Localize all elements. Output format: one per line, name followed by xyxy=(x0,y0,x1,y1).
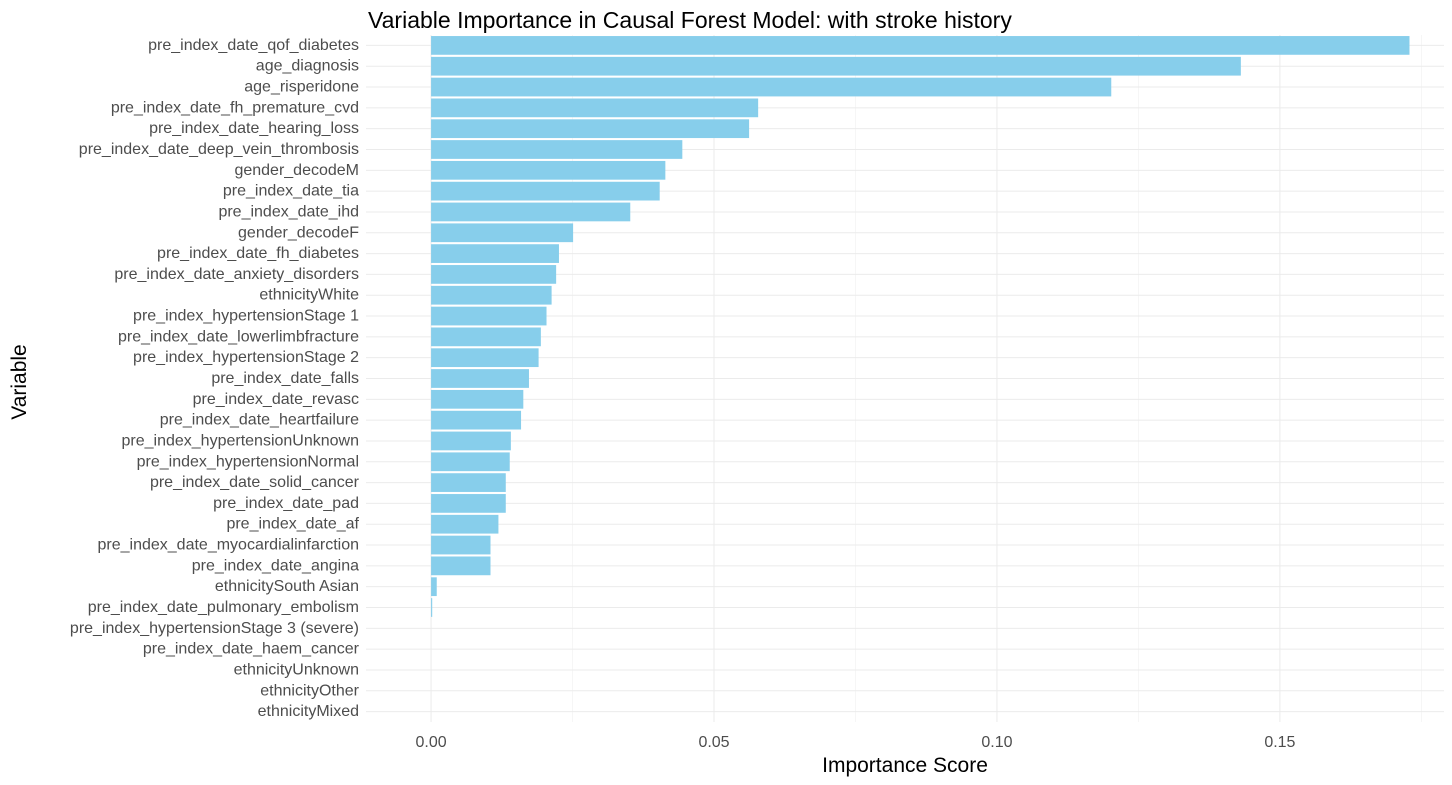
bar xyxy=(431,140,683,159)
y-tick-label: pre_index_hypertensionNormal xyxy=(137,453,359,470)
bar xyxy=(431,598,433,617)
bar xyxy=(431,535,491,555)
bar xyxy=(431,327,541,347)
y-axis-title: Variable xyxy=(8,344,31,420)
y-tick-label: ethnicityOther xyxy=(260,682,359,699)
y-tick-label: age_diagnosis xyxy=(256,58,359,75)
y-tick-label: pre_index_hypertensionUnknown xyxy=(122,432,360,449)
y-tick-label: pre_index_date_fh_diabetes xyxy=(157,245,359,262)
x-tick-label: 0.00 xyxy=(416,734,447,751)
bar xyxy=(431,494,506,513)
bar xyxy=(431,473,506,492)
y-tick-label: ethnicityUnknown xyxy=(234,661,359,678)
y-tick-label: pre_index_hypertensionStage 2 xyxy=(133,349,359,366)
y-tick-label: pre_index_date_falls xyxy=(211,370,359,387)
y-tick-label: pre_index_date_ihd xyxy=(218,203,359,220)
bars xyxy=(431,36,1410,617)
y-tick-label: pre_index_date_anxiety_disorders xyxy=(114,266,359,283)
y-tick-label: pre_index_date_qof_diabetes xyxy=(148,37,359,54)
y-tick-label: ethnicityWhite xyxy=(259,287,359,304)
bar xyxy=(431,431,511,451)
y-tick-label: pre_index_date_angina xyxy=(192,557,359,574)
x-tick-labels: 0.00 0.05 0.10 0.15 xyxy=(416,734,1296,751)
y-tick-label: pre_index_hypertensionStage 3 (severe) xyxy=(70,620,359,637)
y-tick-label: ethnicityMixed xyxy=(258,703,359,720)
bar xyxy=(431,410,522,430)
y-tick-label: pre_index_date_revasc xyxy=(193,391,359,408)
bar xyxy=(431,514,499,534)
bar xyxy=(431,369,529,388)
bar xyxy=(431,36,1410,55)
y-tick-label: age_risperidone xyxy=(244,79,359,96)
bar xyxy=(431,202,631,222)
y-tick-label: pre_index_date_fh_premature_cvd xyxy=(111,99,359,116)
chart-title: Variable Importance in Causal Forest Mod… xyxy=(368,7,1012,33)
y-tick-label: ethnicitySouth Asian xyxy=(215,578,359,595)
x-tick-label: 0.05 xyxy=(698,734,729,751)
bar xyxy=(431,160,666,180)
y-tick-label: pre_index_date_haem_cancer xyxy=(143,641,360,658)
x-axis-title: Importance Score xyxy=(822,754,988,777)
y-tick-label: pre_index_date_solid_cancer xyxy=(150,474,360,491)
bar xyxy=(431,556,491,576)
y-tick-label: pre_index_date_af xyxy=(226,516,359,533)
y-tick-label: pre_index_date_lowerlimbfracture xyxy=(118,328,359,345)
bar xyxy=(431,181,660,201)
y-tick-label: gender_decodeF xyxy=(238,224,359,241)
bar xyxy=(431,389,524,409)
bar xyxy=(431,285,552,305)
bar xyxy=(431,306,547,326)
y-tick-label: pre_index_date_pulmonary_embolism xyxy=(88,599,359,616)
bar xyxy=(431,56,1241,76)
bar xyxy=(431,98,759,118)
bar xyxy=(431,77,1112,97)
y-tick-label: pre_index_date_pad xyxy=(213,495,359,512)
bar xyxy=(431,119,750,139)
y-tick-label: pre_index_date_deep_vein_thrombosis xyxy=(79,141,359,158)
bar xyxy=(431,244,559,263)
bar xyxy=(431,348,539,368)
y-tick-label: pre_index_hypertensionStage 1 xyxy=(133,308,359,325)
bar xyxy=(431,265,557,284)
y-tick-label: pre_index_date_myocardialinfarction xyxy=(98,537,360,554)
x-tick-label: 0.15 xyxy=(1264,734,1295,751)
y-tick-label: pre_index_date_hearing_loss xyxy=(149,120,359,137)
x-tick-label: 0.10 xyxy=(981,734,1012,751)
bar xyxy=(431,577,437,597)
bar xyxy=(431,223,574,243)
bar xyxy=(431,452,510,472)
y-tick-label: gender_decodeM xyxy=(234,162,359,179)
y-tick-labels: pre_index_date_qof_diabetes age_diagnosis… xyxy=(70,37,360,720)
y-tick-label: pre_index_date_tia xyxy=(223,183,359,200)
y-tick-label: pre_index_date_heartfailure xyxy=(160,412,359,429)
